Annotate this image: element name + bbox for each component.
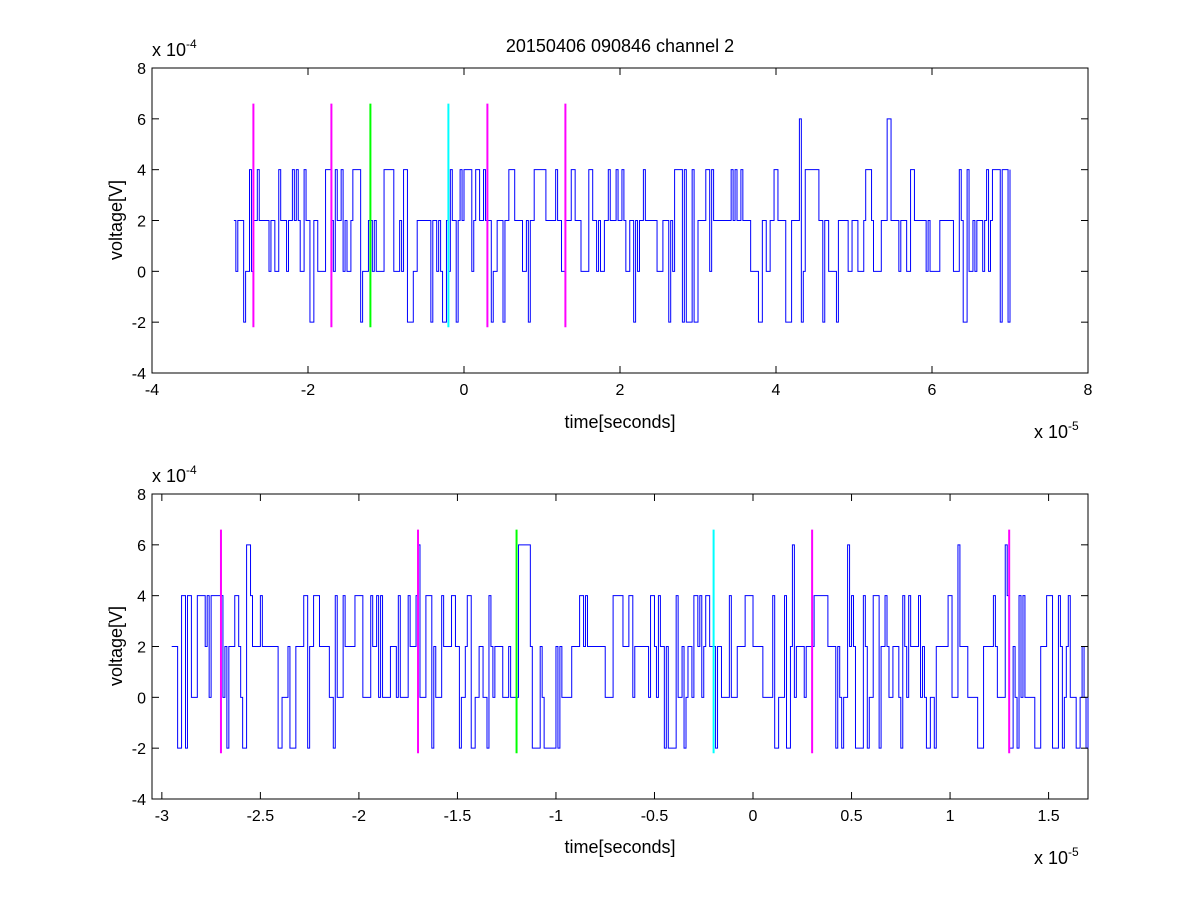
top-y-tick-label: 0: [137, 264, 146, 281]
bottom-y-exponent: x 10-4: [152, 463, 197, 486]
bottom-marker-layer: [219, 529, 1011, 754]
top-tick-layer: -4 -2 0 2 4 6 8 -4 -2 0 2 4 6 8: [132, 61, 1093, 399]
top-y-axis-label: voltage[V]: [106, 180, 126, 260]
bottom-x-exponent-base: x 10: [1034, 848, 1068, 868]
bottom-signal-series: [171, 544, 1089, 749]
bottom-x-tick-label: 1.5: [1037, 808, 1059, 825]
top-x-tick-label: 8: [1084, 382, 1093, 399]
top-y-tick-label: 2: [137, 214, 146, 231]
top-y-tick-label: 4: [137, 163, 146, 180]
bottom-y-axis-label: voltage[V]: [106, 606, 126, 686]
top-x-tick-label: 0: [460, 382, 469, 399]
bottom-y-exponent-base: x 10: [152, 466, 186, 486]
bottom-y-tick-label: -4: [132, 792, 146, 809]
bottom-x-tick-label: -1.5: [444, 808, 472, 825]
bottom-subplot: -3 -2.5 -2 -1.5 -1 -0.5 0 0.5 1 1.5 -4 -2 0 2 4 6 8 time…: [106, 463, 1089, 868]
bottom-x-tick-label: -0.5: [641, 808, 669, 825]
top-x-axis-label: time[seconds]: [564, 412, 675, 432]
top-y-exponent: x 10-4: [152, 37, 197, 60]
bottom-x-tick-label: 0.5: [840, 808, 862, 825]
bottom-y-tick-label: 2: [137, 640, 146, 657]
top-x-tick-label: 4: [772, 382, 781, 399]
bottom-x-tick-label: -3: [155, 808, 169, 825]
top-x-tick-label: -4: [145, 382, 159, 399]
bottom-signal-layer: [171, 544, 1089, 749]
bottom-y-tick-label: 6: [137, 538, 146, 555]
top-y-exponent-base: x 10: [152, 40, 186, 60]
bottom-tick-layer: -3 -2.5 -2 -1.5 -1 -0.5 0 0.5 1 1.5 -4 -2 0 2 4 6 8: [132, 487, 1088, 825]
top-y-exponent-power: -4: [186, 37, 197, 51]
bottom-x-tick-label: 0: [749, 808, 758, 825]
top-y-tick-label: 8: [137, 61, 146, 78]
top-y-tick-label: 6: [137, 112, 146, 129]
top-x-exponent: x 10-5: [1034, 419, 1079, 442]
chart-title: 20150406 090846 channel 2: [506, 36, 734, 56]
top-x-exponent-power: -5: [1068, 419, 1079, 433]
top-y-tick-label: -4: [132, 366, 146, 383]
bottom-x-tick-label: -2: [352, 808, 366, 825]
bottom-x-axis-label: time[seconds]: [564, 837, 675, 857]
top-y-tick-label: -2: [132, 315, 146, 332]
top-signal-series: [233, 118, 1011, 323]
bottom-x-tick-label: -1: [549, 808, 563, 825]
top-x-tick-label: 6: [928, 382, 937, 399]
bottom-x-tick-label: -2.5: [247, 808, 275, 825]
top-x-tick-label: -2: [301, 382, 315, 399]
top-subplot: -4 -2 0 2 4 6 8 -4 -2 0 2 4 6 8 time[seconds] voltage…: [106, 37, 1093, 442]
bottom-y-tick-label: 4: [137, 589, 146, 606]
bottom-x-exponent-power: -5: [1068, 845, 1079, 859]
bottom-y-exponent-power: -4: [186, 463, 197, 477]
bottom-y-tick-label: 0: [137, 690, 146, 707]
top-marker-layer: [252, 103, 567, 328]
top-signal-layer: [233, 118, 1011, 323]
bottom-x-tick-label: 1: [946, 808, 955, 825]
bottom-x-exponent: x 10-5: [1034, 845, 1079, 868]
bottom-y-tick-label: -2: [132, 741, 146, 758]
top-x-tick-label: 2: [616, 382, 625, 399]
bottom-y-tick-label: 8: [137, 487, 146, 504]
top-x-exponent-base: x 10: [1034, 422, 1068, 442]
